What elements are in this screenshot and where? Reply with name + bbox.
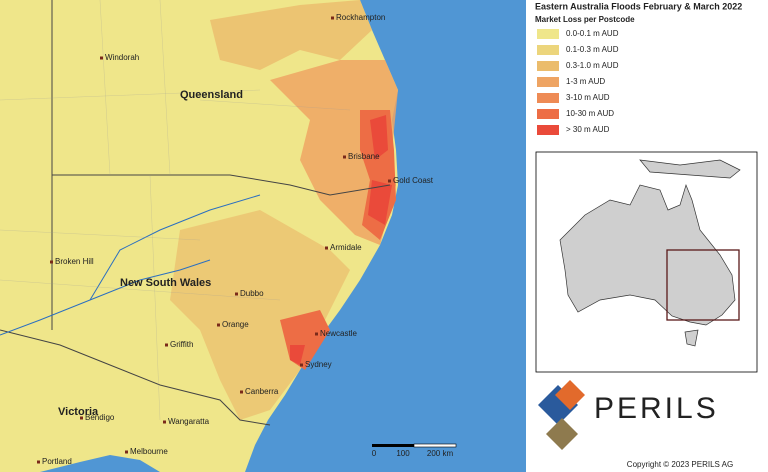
- place-label: Wangaratta: [168, 417, 210, 426]
- place-marker: [331, 16, 334, 20]
- place-label: Sydney: [305, 360, 332, 369]
- place-marker: [125, 450, 128, 454]
- legend-swatch: [537, 29, 559, 39]
- legend-label: 10-30 m AUD: [566, 109, 614, 118]
- place-marker: [217, 323, 220, 327]
- loss-area: [368, 115, 392, 225]
- place-marker: [163, 420, 166, 424]
- scale-label: 0: [372, 449, 377, 458]
- place-label: Portland: [42, 457, 72, 466]
- place-marker: [80, 416, 83, 420]
- region-label: New South Wales: [120, 277, 211, 289]
- legend-swatch: [537, 109, 559, 119]
- place-label: Broken Hill: [55, 257, 94, 266]
- legend-label: 0.1-0.3 m AUD: [566, 45, 619, 54]
- place-label: Gold Coast: [393, 176, 434, 185]
- places: Rockhampton Windorah Brisbane Gold Coast Bro…: [37, 13, 434, 466]
- place-marker: [300, 363, 303, 367]
- scale-bar: 0 100 200 km: [372, 443, 457, 458]
- legend-label: 3-10 m AUD: [566, 93, 610, 102]
- place-label: Melbourne: [130, 447, 168, 456]
- legend: 0.0-0.1 m AUD 0.1-0.3 m AUD 0.3-1.0 m AUD 1…: [537, 29, 619, 135]
- place-marker: [325, 246, 328, 250]
- place-marker: [343, 155, 346, 159]
- logo-text: PERILS: [594, 392, 719, 425]
- place-marker: [240, 390, 243, 394]
- region-label: Queensland: [180, 89, 243, 101]
- place-label: Brisbane: [348, 152, 380, 161]
- place-label: Windorah: [105, 53, 139, 62]
- legend-swatch: [537, 45, 559, 55]
- place-marker: [165, 343, 168, 347]
- legend-swatch: [537, 77, 559, 87]
- title: Eastern Australia Floods February & Marc…: [535, 1, 742, 11]
- place-marker: [100, 56, 103, 60]
- scale-label: 200 km: [427, 449, 454, 458]
- place-label: Orange: [222, 320, 249, 329]
- place-label: Armidale: [330, 243, 362, 252]
- legend-swatch: [537, 125, 559, 135]
- scale-label: 100: [396, 449, 410, 458]
- legend-label: 1-3 m AUD: [566, 77, 605, 86]
- copyright: Copyright © 2023 PERILS AG: [627, 460, 733, 469]
- place-marker: [315, 332, 318, 336]
- legend-label: 0.0-0.1 m AUD: [566, 29, 619, 38]
- place-marker: [235, 292, 238, 296]
- place-label: Canberra: [245, 387, 279, 396]
- state-borders: [0, 0, 391, 426]
- logo: PERILS: [538, 380, 719, 450]
- place-label: Newcastle: [320, 329, 357, 338]
- place-label: Rockhampton: [336, 13, 385, 22]
- place-marker: [37, 460, 40, 464]
- region-label: Victoria: [58, 406, 99, 418]
- subtitle: Market Loss per Postcode: [535, 15, 635, 24]
- loss-area: [270, 60, 398, 245]
- place-label: Griffith: [170, 340, 193, 349]
- inset-map: [535, 151, 758, 373]
- place-label: Dubbo: [240, 289, 264, 298]
- rivers: [0, 194, 261, 336]
- legend-swatch: [537, 93, 559, 103]
- loss-area: [290, 345, 305, 365]
- legend-label: > 30 m AUD: [566, 125, 610, 134]
- place-marker: [50, 260, 53, 264]
- loss-area: [170, 210, 350, 420]
- place-label: Bendigo: [85, 413, 115, 422]
- place-marker: [388, 179, 391, 183]
- postcode-lines: [0, 0, 351, 421]
- legend-label: 0.3-1.0 m AUD: [566, 61, 619, 70]
- legend-swatch: [537, 61, 559, 71]
